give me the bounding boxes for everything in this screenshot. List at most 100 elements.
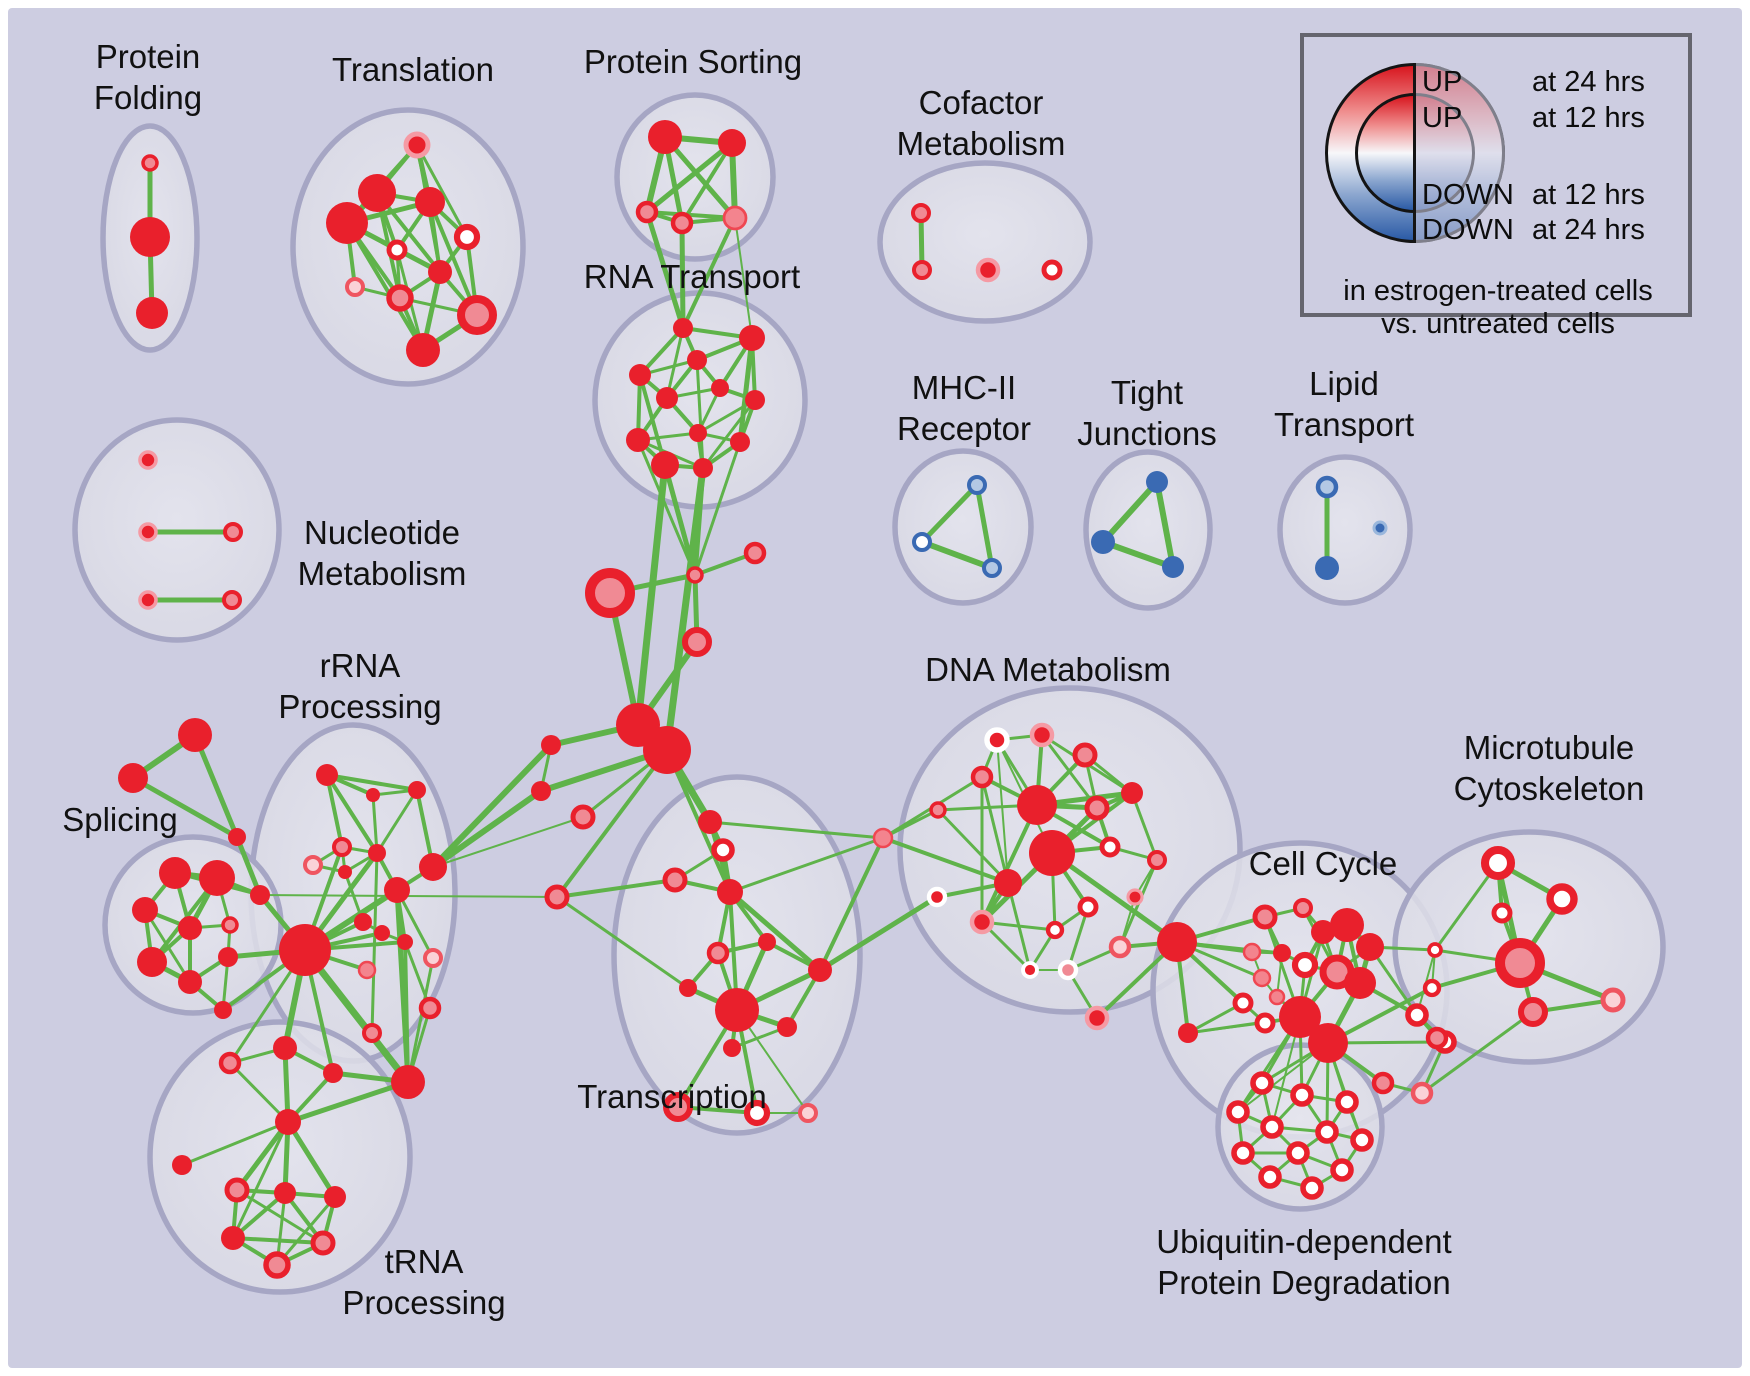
cluster-label-protein-sorting: Protein Sorting <box>584 43 802 80</box>
network-node <box>1372 520 1388 536</box>
cluster-label-splicing: Splicing <box>62 801 178 838</box>
network-node <box>172 1155 192 1175</box>
network-node <box>984 727 1010 753</box>
network-node <box>1121 782 1143 804</box>
network-node <box>332 837 352 857</box>
network-node <box>1300 1176 1324 1200</box>
network-node <box>758 933 776 951</box>
network-node <box>178 718 212 752</box>
network-node <box>1293 898 1313 918</box>
network-node <box>711 838 735 862</box>
network-node <box>1242 942 1262 962</box>
network-node <box>1546 883 1578 915</box>
network-edge <box>737 335 755 445</box>
network-edge <box>275 1195 337 1267</box>
network-node <box>130 217 170 257</box>
network-node <box>929 801 947 819</box>
network-node <box>263 1251 291 1279</box>
network-edge <box>234 1119 291 1193</box>
network-node <box>362 1023 382 1043</box>
network-edge <box>919 539 995 571</box>
network-node <box>1146 471 1168 493</box>
cluster-label-cofactor-metabolism: Metabolism <box>897 125 1066 162</box>
network-node <box>1480 845 1516 881</box>
network-node <box>970 765 994 789</box>
network-node <box>137 947 167 977</box>
network-node <box>808 958 832 982</box>
cluster-label-mhc-ii-receptor: MHC-II <box>912 369 1016 406</box>
network-edge <box>663 464 707 754</box>
network-node <box>698 810 722 834</box>
network-node <box>418 996 442 1020</box>
network-node <box>1178 1023 1198 1043</box>
network-node <box>1041 259 1063 281</box>
network-node <box>872 827 894 849</box>
cluster-bubble-protein-sorting <box>614 92 776 262</box>
network-node <box>397 934 413 950</box>
network-node <box>358 174 396 212</box>
network-edge <box>645 210 737 220</box>
network-node <box>223 522 243 542</box>
network-node <box>1147 850 1167 870</box>
network-edge <box>644 140 735 215</box>
network-node <box>798 1103 818 1123</box>
network-edge <box>430 788 544 870</box>
network-node <box>570 804 596 830</box>
network-node <box>743 541 767 565</box>
network-edge <box>235 1188 325 1245</box>
network-edge <box>980 803 1039 924</box>
network-node <box>275 1109 301 1135</box>
network-node <box>214 1001 232 1019</box>
legend-time-label: at 24 hrs <box>1532 66 1645 98</box>
network-node <box>221 1226 245 1250</box>
cluster-label-translation: Translation <box>332 51 494 88</box>
cluster-label-ubiquitin-degradation: Protein Degradation <box>1157 1264 1451 1301</box>
network-node <box>1162 556 1184 578</box>
network-node <box>711 379 729 397</box>
network-edge <box>555 748 669 899</box>
network-node <box>745 390 765 410</box>
network-node <box>1045 920 1065 940</box>
cluster-label-microtubule-cytoskeleton: Microtubule <box>1464 729 1635 766</box>
network-node <box>967 475 987 495</box>
network-node <box>403 131 431 159</box>
cluster-label-tight-junctions: Junctions <box>1077 415 1216 452</box>
legend-time-label: at 12 hrs <box>1532 102 1645 134</box>
cluster-bubble-trna-processing <box>147 1019 413 1295</box>
network-node <box>585 568 635 618</box>
network-node <box>730 432 750 452</box>
network-node <box>1286 1141 1310 1165</box>
network-edge <box>130 775 240 840</box>
cluster-label-trna-processing: tRNA <box>385 1243 464 1280</box>
cluster-labels-layer: Protein Folding Translation Protein Sorting… <box>62 38 1644 1321</box>
network-node <box>777 1017 797 1037</box>
network-edge <box>415 143 469 239</box>
cluster-bubble-lipid-transport <box>1277 454 1413 606</box>
network-node <box>717 879 743 905</box>
network-node <box>1108 935 1132 959</box>
network-node <box>994 869 1022 897</box>
network-node <box>415 187 445 217</box>
legend-footer-line: in estrogen-treated cells <box>1343 275 1653 307</box>
network-node <box>693 458 713 478</box>
network-node <box>1491 902 1513 924</box>
network-edge <box>231 1236 325 1245</box>
network-node <box>689 424 707 442</box>
cluster-bubble-cofactor-metabolism <box>877 160 1093 324</box>
network-node <box>136 297 168 329</box>
network-node <box>541 735 561 755</box>
cluster-label-dna-metabolism: DNA Metabolism <box>925 651 1171 688</box>
network-node <box>250 885 270 905</box>
network-edge <box>375 788 419 855</box>
network-node <box>408 781 426 799</box>
network-node <box>656 387 678 409</box>
network-node <box>1427 942 1443 958</box>
network-node <box>1072 742 1098 768</box>
network-node <box>384 877 410 903</box>
network-node <box>228 828 246 846</box>
cluster-label-protein-folding: Folding <box>94 79 202 116</box>
network-edge <box>371 793 379 855</box>
network-node <box>428 260 452 284</box>
network-node <box>723 1039 741 1057</box>
